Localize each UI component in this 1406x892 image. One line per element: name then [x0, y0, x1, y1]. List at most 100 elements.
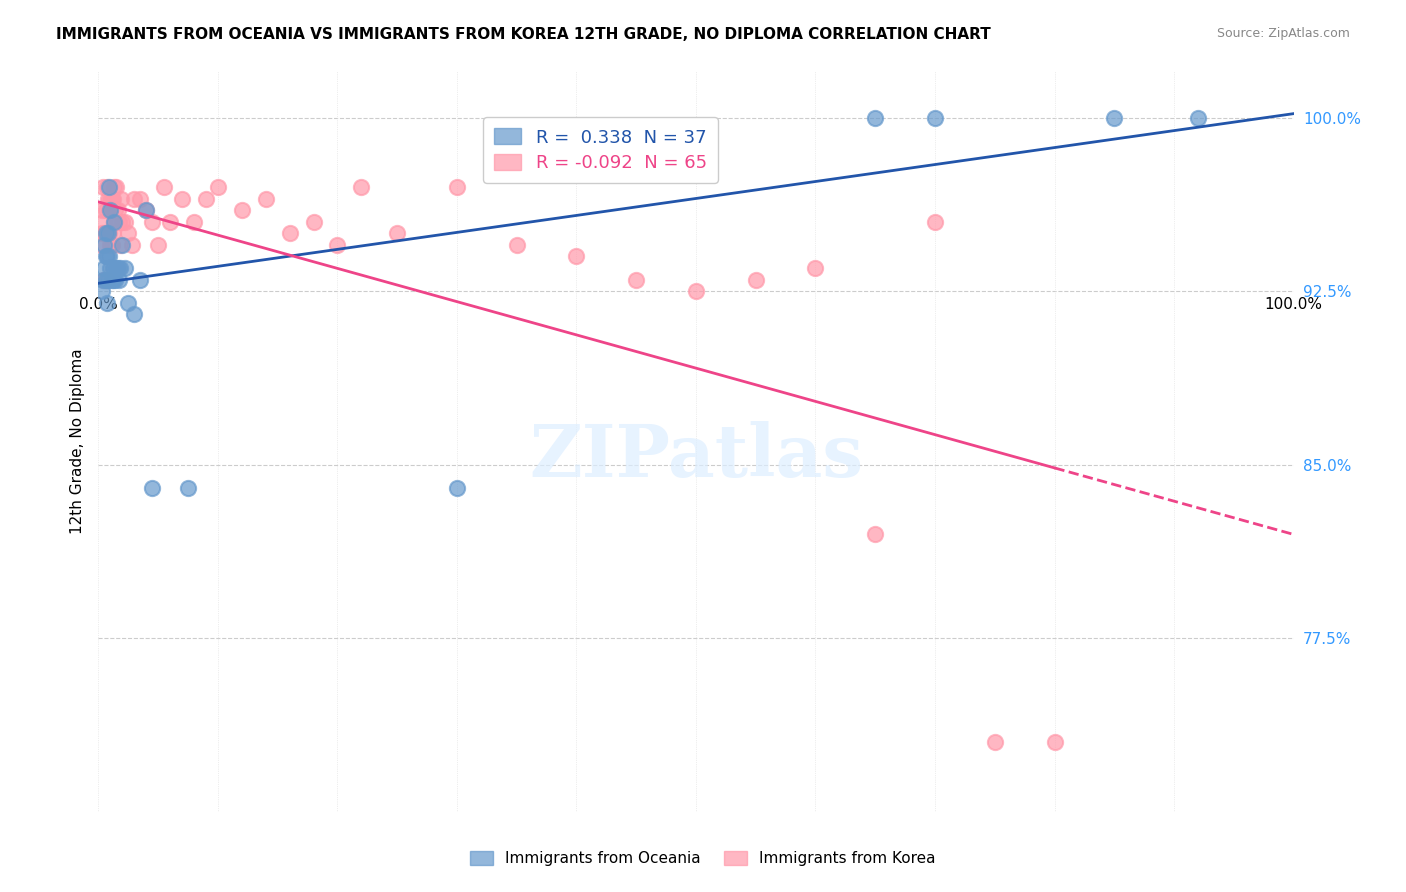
Point [254, 192, 277, 206]
Point [565, 250, 588, 264]
Point [141, 215, 163, 229]
Point [101, 260, 124, 275]
Point [924, 111, 946, 125]
Point [924, 215, 946, 229]
Point [506, 238, 529, 252]
Point [172, 192, 194, 206]
Point [865, 527, 887, 541]
Point [98, 238, 122, 252]
Point [114, 260, 136, 275]
Point [100, 272, 122, 286]
Point [1104, 111, 1126, 125]
Point [745, 272, 768, 286]
Point [804, 260, 827, 275]
Point [100, 238, 122, 252]
Point [104, 272, 127, 286]
Point [96, 272, 118, 286]
Point [97, 192, 120, 206]
Point [101, 272, 124, 286]
Text: Source: ZipAtlas.com: Source: ZipAtlas.com [1216, 27, 1350, 40]
Point [446, 180, 468, 194]
Point [124, 192, 146, 206]
Point [117, 295, 139, 310]
Point [446, 481, 468, 495]
Point [148, 238, 170, 252]
Point [1187, 111, 1209, 125]
Text: 100.0%: 100.0% [1264, 297, 1323, 312]
Point [108, 238, 131, 252]
Point [93, 260, 115, 275]
Point [183, 215, 205, 229]
Text: 0.0%: 0.0% [79, 297, 118, 312]
Point [91, 284, 114, 298]
Point [105, 260, 128, 275]
Point [302, 215, 325, 229]
Point [91, 215, 114, 229]
Legend: R =  0.338  N = 37, R = -0.092  N = 65: R = 0.338 N = 37, R = -0.092 N = 65 [484, 118, 717, 183]
Point [350, 180, 373, 194]
Point [101, 227, 124, 241]
Point [135, 203, 157, 218]
Point [94, 250, 117, 264]
Point [114, 215, 136, 229]
Point [101, 192, 124, 206]
Point [94, 227, 117, 241]
Point [865, 111, 887, 125]
Y-axis label: 12th Grade, No Diploma: 12th Grade, No Diploma [69, 349, 84, 534]
Point [98, 192, 122, 206]
Point [103, 215, 125, 229]
Point [278, 227, 301, 241]
Point [385, 227, 409, 241]
Point [117, 227, 139, 241]
Point [96, 295, 118, 310]
Point [98, 180, 121, 194]
Point [108, 260, 131, 275]
Point [98, 203, 122, 218]
Point [135, 203, 157, 218]
Point [96, 180, 118, 194]
Point [93, 272, 115, 286]
Point [207, 180, 229, 194]
Point [94, 227, 117, 241]
Point [93, 227, 115, 241]
Point [111, 215, 134, 229]
Point [121, 238, 143, 252]
Point [107, 272, 129, 286]
Point [107, 215, 129, 229]
Point [91, 180, 114, 194]
Point [107, 203, 129, 218]
Point [103, 180, 125, 194]
Point [1043, 735, 1066, 749]
Point [129, 272, 152, 286]
Point [91, 272, 114, 286]
Text: IMMIGRANTS FROM OCEANIA VS IMMIGRANTS FROM KOREA 12TH GRADE, NO DIPLOMA CORRELAT: IMMIGRANTS FROM OCEANIA VS IMMIGRANTS FR… [56, 27, 991, 42]
Point [104, 203, 127, 218]
Point [153, 180, 176, 194]
Point [105, 180, 128, 194]
Point [91, 203, 114, 218]
Point [94, 272, 117, 286]
Point [984, 735, 1007, 749]
Point [98, 203, 121, 218]
Point [177, 481, 200, 495]
Point [94, 272, 117, 286]
Point [141, 481, 163, 495]
Point [97, 227, 120, 241]
Text: ZIPatlas: ZIPatlas [529, 421, 863, 491]
Point [685, 284, 707, 298]
Point [124, 307, 146, 321]
Point [107, 260, 129, 275]
Point [110, 192, 132, 206]
Point [98, 227, 121, 241]
Point [91, 227, 114, 241]
Point [98, 250, 121, 264]
Point [98, 203, 122, 218]
Point [96, 250, 118, 264]
Point [96, 227, 118, 241]
Point [94, 203, 117, 218]
Legend: Immigrants from Oceania, Immigrants from Korea: Immigrants from Oceania, Immigrants from… [461, 842, 945, 875]
Point [97, 227, 120, 241]
Point [626, 272, 648, 286]
Point [103, 215, 125, 229]
Point [100, 192, 122, 206]
